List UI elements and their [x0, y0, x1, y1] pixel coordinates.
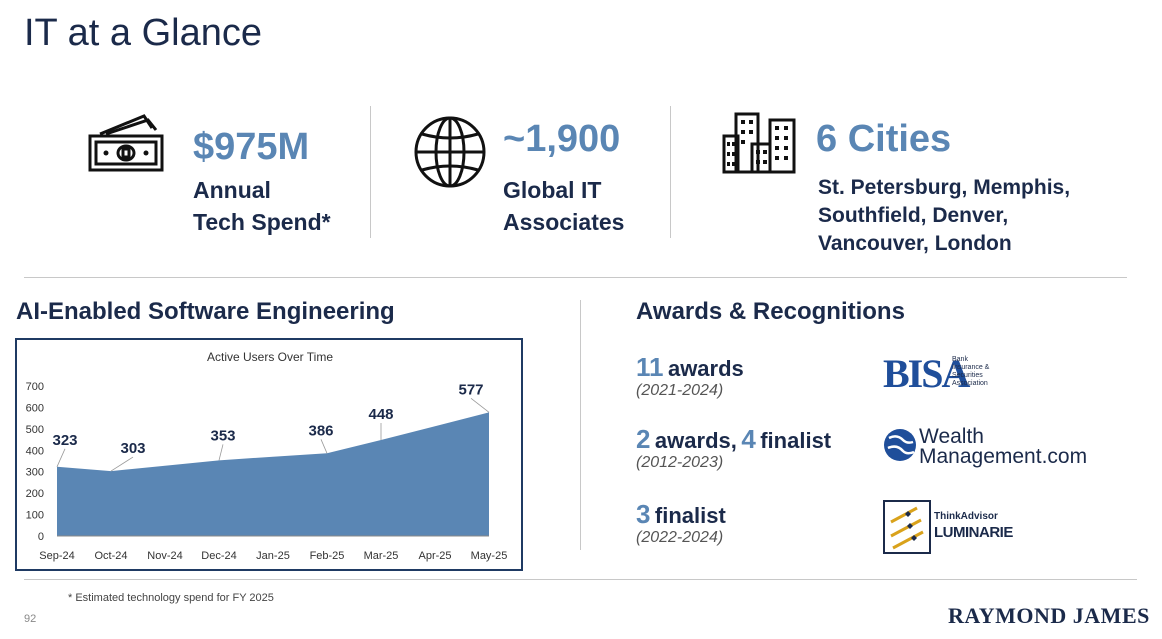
data-label-leader: [470, 398, 490, 413]
x-tick-label: Mar-25: [364, 550, 399, 562]
chart-svg: Active Users Over Time 0 100 200 300 400 500 60…: [26, 350, 508, 562]
bisa-logo-sub: Securities: [952, 372, 983, 379]
award-label: finalist: [654, 503, 726, 528]
associates-label-2: Associates: [503, 209, 625, 235]
active-users-chart: Active Users Over Time 0 100 200 300 400 500 60…: [15, 338, 523, 571]
bisa-logo-text: BISA: [883, 351, 970, 391]
y-tick-label: 300: [26, 467, 44, 479]
finalist-count: 4: [741, 424, 756, 454]
luminaries-logo: ThinkAdvisor LUMINARIES: [883, 500, 1023, 559]
x-tick-label: May-25: [471, 550, 508, 562]
data-label: 303: [120, 440, 145, 457]
award-item: 2 awards, 4 finalist: [636, 424, 831, 455]
y-tick-label: 500: [26, 424, 44, 436]
bisa-logo-sub: Bank: [952, 356, 968, 363]
data-label-leader: [56, 448, 66, 467]
cities-value: 6 Cities: [816, 118, 952, 160]
y-tick-label: 700: [26, 381, 44, 393]
y-tick-label: 100: [26, 510, 44, 522]
data-label: 577: [458, 381, 483, 398]
x-tick-label: Nov-24: [147, 550, 182, 562]
city-buildings-icon: [722, 110, 798, 179]
money-bill-icon: [86, 112, 166, 181]
chart-title: Active Users Over Time: [207, 350, 333, 364]
award-label: awards,: [654, 428, 737, 453]
ai-section-heading: AI-Enabled Software Engineering: [16, 298, 395, 325]
x-tick-label: Feb-25: [310, 550, 345, 562]
award-label: awards: [667, 356, 744, 381]
wm-logo-text-1: Wealth: [919, 425, 984, 448]
x-tick-label: Jan-25: [256, 550, 290, 562]
data-label-leader: [320, 439, 328, 454]
footer-divider: [24, 579, 1137, 580]
section-divider: [24, 277, 1127, 278]
y-tick-label: 400: [26, 445, 44, 457]
footnote: * Estimated technology spend for FY 2025: [68, 592, 274, 604]
awards-section-heading: Awards & Recognitions: [636, 298, 905, 325]
cities-list-2: Southfield, Denver,: [818, 204, 1009, 227]
tech-spend-value: $975M: [193, 126, 310, 168]
data-label: 448: [368, 406, 393, 423]
award-count: 3: [636, 499, 651, 529]
x-tick-label: Oct-24: [94, 550, 127, 562]
associates-label-1: Global IT: [503, 177, 602, 203]
award-years: (2022-2024): [636, 529, 724, 546]
bisa-logo-sub: Association: [952, 380, 988, 387]
y-tick-label: 200: [26, 488, 44, 500]
wealth-management-logo: Wealth Management.com: [883, 424, 1128, 473]
page-title: IT at a Glance: [24, 12, 262, 54]
luminaries-logo-text-1: ThinkAdvisor: [934, 511, 998, 522]
raymond-james-logo: RAYMOND JAMES: [948, 603, 1150, 628]
data-label: 353: [210, 427, 235, 444]
x-tick-label: Dec-24: [201, 550, 236, 562]
page-number: 92: [24, 613, 37, 625]
y-tick-label: 0: [38, 531, 44, 543]
divider: [670, 106, 671, 238]
award-count: 2: [636, 424, 651, 454]
award-item: 11 awards: [636, 352, 744, 383]
globe-icon: [412, 114, 488, 195]
divider: [580, 300, 581, 550]
award-item: 3 finalist: [636, 499, 726, 530]
cities-list-3: Vancouver, London: [818, 232, 1012, 255]
x-tick-label: Sep-24: [39, 550, 74, 562]
finalist-label: finalist: [760, 428, 832, 453]
y-tick-label: 600: [26, 402, 44, 414]
tech-spend-label-1: Annual: [193, 177, 271, 203]
wm-logo-text-2: Management.com: [919, 445, 1087, 468]
tech-spend-label-2: Tech Spend*: [193, 209, 331, 235]
data-label-leader: [110, 456, 134, 472]
award-years: (2021-2024): [636, 382, 724, 399]
bisa-logo: BISA Bank Insurance & Securities Associa…: [883, 351, 1003, 396]
divider: [370, 106, 371, 238]
associates-value: ~1,900: [503, 118, 621, 160]
luminaries-logo-text-2: LUMINARIES: [934, 524, 1013, 541]
data-label: 386: [308, 422, 333, 439]
x-tick-label: Apr-25: [418, 550, 451, 562]
award-count: 11: [636, 352, 664, 382]
data-label: 323: [52, 432, 77, 449]
area-series: [57, 412, 489, 536]
bisa-logo-sub: Insurance &: [952, 364, 990, 371]
award-years: (2012-2023): [636, 454, 724, 471]
data-label-leader: [218, 444, 224, 461]
cities-list-1: St. Petersburg, Memphis,: [818, 176, 1071, 199]
